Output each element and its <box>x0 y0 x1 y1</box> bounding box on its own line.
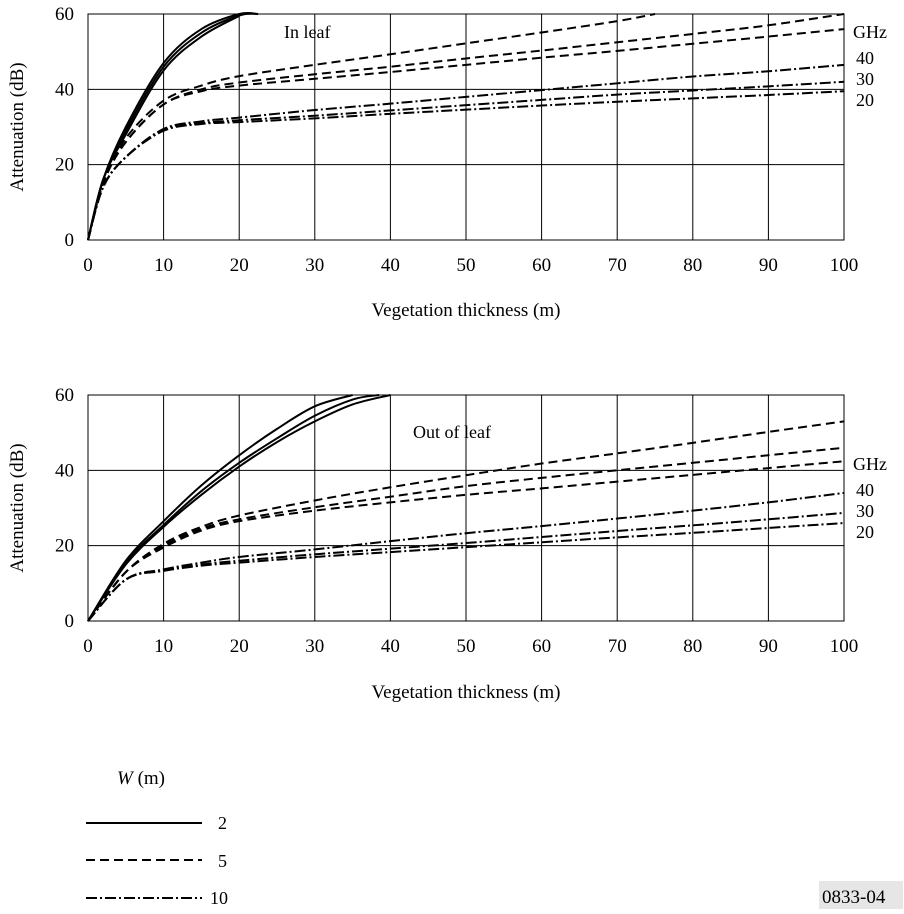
series-w5-30 <box>87 446 845 622</box>
series-w2-30 <box>87 394 380 622</box>
chart-annotation: In leaf <box>284 22 330 42</box>
figure-id-background <box>819 881 903 909</box>
y-tick-labels: 0 20 40 60 <box>55 4 74 251</box>
legend-title-symbol: W <box>117 768 135 789</box>
y-tick-label: 60 <box>55 4 74 25</box>
figure-id: 0833-04 <box>822 887 886 908</box>
legend-title-unit: (m) <box>133 768 165 789</box>
y-tick-label: 40 <box>55 79 74 100</box>
legend: W (m) 2 5 10 <box>86 768 228 908</box>
series-w2-20 <box>87 15 240 241</box>
x-tick-label: 10 <box>154 255 173 276</box>
legend-title: W (m) <box>117 768 165 789</box>
x-tick-label: 100 <box>830 255 859 276</box>
x-tick-label: 90 <box>759 636 778 657</box>
y-tick-label: 60 <box>55 385 74 406</box>
x-tick-label: 10 <box>154 636 173 657</box>
series-w10-20 <box>87 90 845 241</box>
grid <box>88 395 844 621</box>
x-tick-label: 70 <box>608 255 627 276</box>
series-w5-40 <box>87 13 656 241</box>
freq-label-20: 20 <box>856 90 874 110</box>
series-lines <box>87 394 845 622</box>
x-tick-label: 40 <box>381 255 400 276</box>
y-axis-label: Attenuation (dB) <box>7 443 28 572</box>
x-tick-label: 70 <box>608 636 627 657</box>
x-tick-label: 40 <box>381 636 400 657</box>
series-w2-20 <box>87 394 391 622</box>
series-w2-30 <box>87 12 259 241</box>
x-axis-label: Vegetation thickness (m) <box>372 300 561 321</box>
y-tick-label: 40 <box>55 460 74 481</box>
x-tick-label: 50 <box>457 255 476 276</box>
x-tick-labels: 0 10 20 30 40 50 60 70 80 90 100 <box>83 636 858 657</box>
legend-label-2: 2 <box>218 813 227 833</box>
y-tick-label: 20 <box>55 536 74 557</box>
x-tick-label: 30 <box>305 636 324 657</box>
x-tick-label: 50 <box>457 636 476 657</box>
chart-annotation: Out of leaf <box>413 422 491 442</box>
x-tick-label: 60 <box>532 255 551 276</box>
series-w5-40 <box>87 420 845 622</box>
x-tick-label: 0 <box>83 255 93 276</box>
grid <box>88 14 844 240</box>
x-tick-labels: 0 10 20 30 40 50 60 70 80 90 100 <box>83 255 858 276</box>
series-w10-20 <box>87 522 845 622</box>
y-tick-label: 0 <box>65 611 75 632</box>
x-tick-label: 60 <box>532 636 551 657</box>
freq-label-40: 40 <box>856 480 874 500</box>
freq-unit-label: GHz <box>853 22 887 42</box>
freq-label-30: 30 <box>856 69 874 89</box>
x-tick-label: 0 <box>83 636 93 657</box>
series-lines <box>87 11 845 241</box>
series-w5-20 <box>87 28 845 241</box>
freq-label-40: 40 <box>856 48 874 68</box>
x-tick-label: 30 <box>305 255 324 276</box>
y-tick-label: 20 <box>55 155 74 176</box>
freq-label-30: 30 <box>856 501 874 521</box>
freq-unit-label: GHz <box>853 454 887 474</box>
legend-label-5: 5 <box>218 851 227 871</box>
y-tick-labels: 0 20 40 60 <box>55 385 74 632</box>
x-tick-label: 20 <box>230 255 249 276</box>
series-w2-40 <box>87 11 259 241</box>
x-tick-label: 80 <box>683 636 702 657</box>
legend-label-10: 10 <box>210 888 228 908</box>
y-tick-label: 0 <box>65 230 75 251</box>
x-tick-label: 100 <box>830 636 859 657</box>
x-tick-label: 20 <box>230 636 249 657</box>
series-w2-40 <box>87 394 353 622</box>
x-axis-label: Vegetation thickness (m) <box>372 682 561 703</box>
x-tick-label: 90 <box>759 255 778 276</box>
freq-label-20: 20 <box>856 522 874 542</box>
x-tick-label: 80 <box>683 255 702 276</box>
y-axis-label: Attenuation (dB) <box>7 62 28 191</box>
